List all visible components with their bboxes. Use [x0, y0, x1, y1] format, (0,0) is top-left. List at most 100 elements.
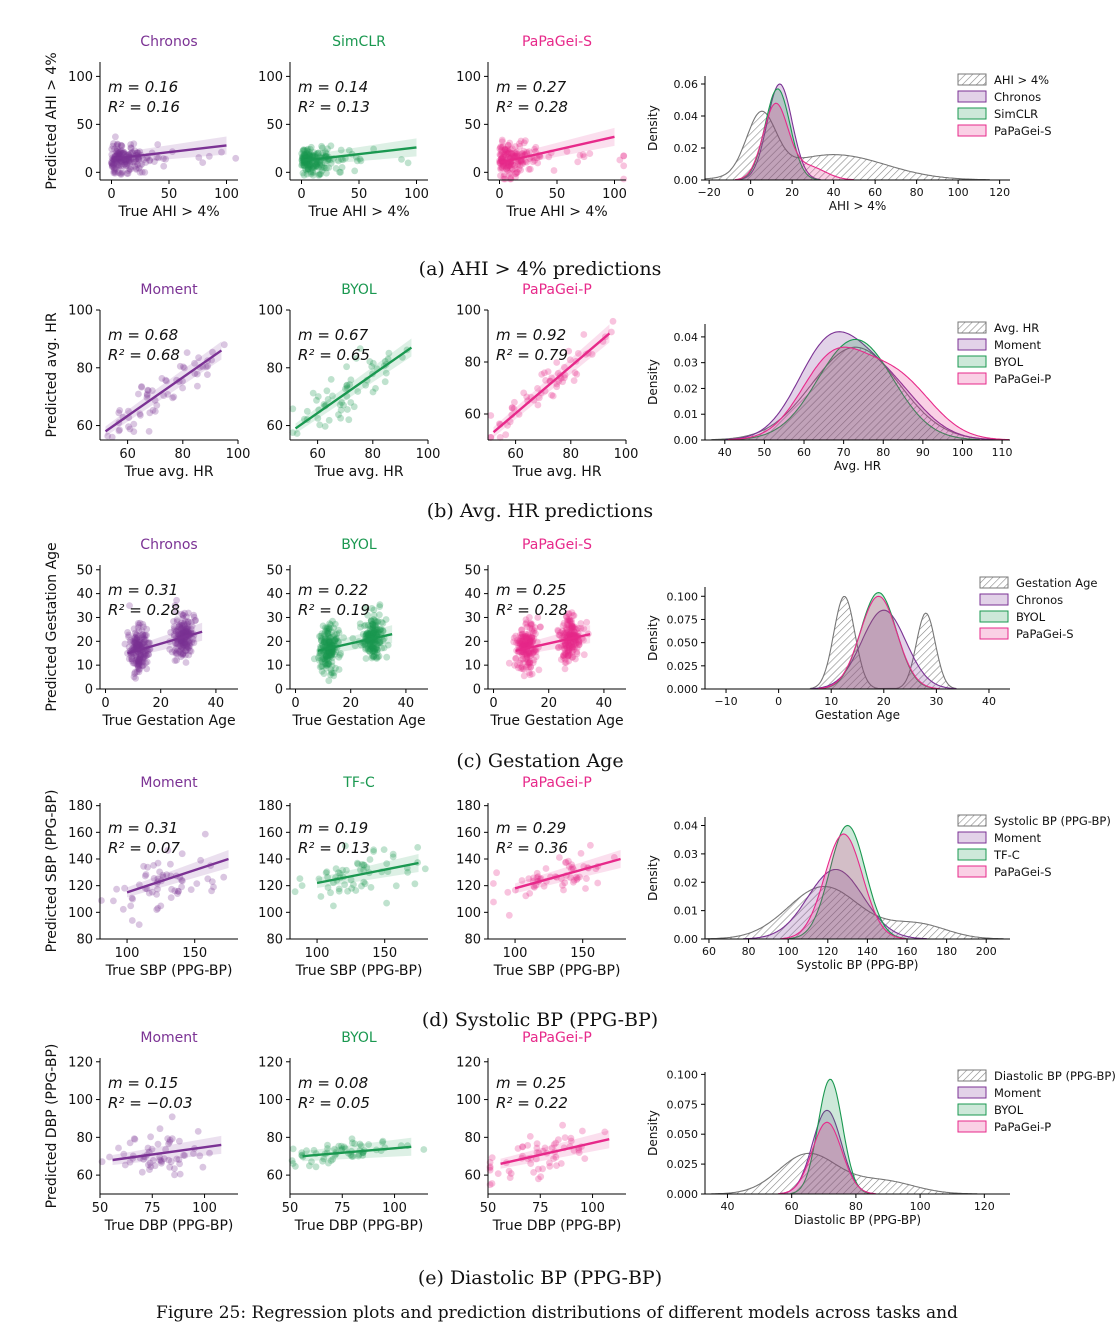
- data-point: [117, 141, 125, 149]
- data-point: [312, 160, 320, 168]
- x-tick-label: 20: [785, 186, 799, 199]
- y-axis-label: Density: [646, 105, 660, 151]
- data-point: [371, 617, 379, 624]
- data-point: [183, 642, 191, 650]
- data-point: [126, 425, 134, 433]
- slope-annotation: m = 0.27: [496, 78, 567, 96]
- data-point: [119, 905, 127, 913]
- y-tick-label: 0: [85, 166, 93, 181]
- x-axis-label: True Gestation Age: [489, 713, 623, 729]
- data-point: [123, 159, 131, 167]
- data-point: [580, 153, 588, 161]
- x-tick-label: 0: [101, 696, 109, 711]
- data-point: [199, 159, 207, 167]
- slope-annotation: m = 0.67: [298, 326, 369, 344]
- data-point: [326, 639, 334, 646]
- data-point: [153, 891, 161, 898]
- data-point: [508, 404, 516, 412]
- data-point: [133, 641, 141, 649]
- data-point: [307, 168, 314, 176]
- data-point: [220, 873, 228, 881]
- data-point: [126, 165, 134, 173]
- data-point: [204, 362, 212, 370]
- data-point: [172, 628, 180, 635]
- data-point: [512, 170, 520, 177]
- legend-swatch: [979, 627, 1009, 640]
- legend-label: BYOL: [994, 355, 1024, 369]
- data-point: [181, 628, 189, 636]
- x-tick-label: 0: [107, 187, 115, 202]
- data-point: [193, 370, 201, 378]
- data-point: [325, 660, 332, 668]
- data-point: [566, 356, 574, 364]
- data-point: [131, 629, 139, 637]
- data-point: [559, 1121, 566, 1129]
- data-point: [318, 160, 326, 168]
- data-point: [327, 160, 335, 167]
- data-point: [373, 627, 381, 634]
- data-point: [561, 659, 569, 666]
- data-point: [382, 369, 390, 377]
- x-tick-label: 50: [549, 187, 566, 202]
- data-point: [153, 401, 161, 409]
- x-tick-label: 150: [570, 946, 595, 961]
- data-point: [193, 880, 201, 887]
- slope-annotation: m = 0.29: [496, 819, 566, 837]
- data-point: [171, 627, 179, 634]
- y-tick-label: 60: [76, 1169, 93, 1184]
- density-panel: 40 50 60 70 80 90 100 110 0.00 0.01 0.02 0.03 0.04 Av…: [646, 321, 1051, 473]
- x-tick-label: 40: [208, 696, 225, 711]
- data-point: [499, 143, 507, 150]
- data-point: [126, 158, 134, 165]
- data-point: [151, 408, 159, 415]
- data-point: [351, 167, 359, 175]
- y-axis-label: Predicted DBP (PPG-BP): [44, 1044, 60, 1209]
- data-point: [505, 162, 513, 169]
- data-point: [319, 164, 327, 171]
- x-tick-label: 75: [144, 1201, 161, 1216]
- data-point: [182, 644, 190, 652]
- y-tick-label: 50: [266, 563, 283, 578]
- data-point: [321, 655, 329, 663]
- data-point: [124, 629, 131, 636]
- data-point: [373, 646, 381, 654]
- data-point: [298, 162, 305, 169]
- data-point: [114, 169, 122, 176]
- data-point: [125, 633, 132, 641]
- data-point: [113, 148, 121, 155]
- data-point: [511, 143, 519, 150]
- data-point: [178, 622, 186, 629]
- data-point: [506, 162, 513, 170]
- data-point: [327, 666, 335, 673]
- data-point: [523, 148, 531, 156]
- y-tick-label: 0: [85, 683, 93, 698]
- legend-label: PaPaGei-P: [994, 1120, 1051, 1134]
- data-point: [184, 618, 192, 626]
- panel-title: PaPaGei-S: [522, 34, 592, 50]
- data-point: [160, 155, 167, 163]
- data-point: [173, 618, 181, 625]
- data-point: [586, 150, 594, 158]
- data-point: [503, 165, 510, 173]
- panel-row: 0 20 40 0 10 20 30 40 50 Chronos True Gestation Ag…: [44, 537, 1097, 772]
- data-point: [516, 162, 524, 169]
- data-point: [173, 644, 180, 652]
- data-point: [184, 625, 192, 633]
- panel-title: BYOL: [341, 1030, 377, 1046]
- y-axis-label: Predicted avg. HR: [44, 312, 60, 437]
- y-tick-label: 0: [473, 166, 481, 181]
- data-point: [174, 646, 182, 654]
- data-point: [191, 370, 199, 377]
- data-point: [515, 165, 523, 173]
- data-point: [136, 636, 143, 644]
- data-point: [309, 152, 317, 160]
- data-point: [177, 625, 185, 633]
- y-tick-label: 60: [464, 1169, 481, 1184]
- row-caption: (b) Avg. HR predictions: [427, 500, 653, 522]
- data-point: [357, 623, 364, 631]
- y-tick-label: 0.04: [674, 820, 699, 833]
- data-point: [171, 647, 179, 654]
- y-tick-label: 60: [266, 1169, 283, 1184]
- data-point: [171, 657, 179, 664]
- data-point: [324, 632, 332, 640]
